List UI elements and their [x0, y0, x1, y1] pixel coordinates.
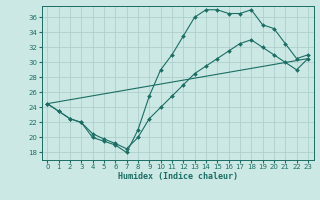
X-axis label: Humidex (Indice chaleur): Humidex (Indice chaleur)	[118, 172, 237, 181]
